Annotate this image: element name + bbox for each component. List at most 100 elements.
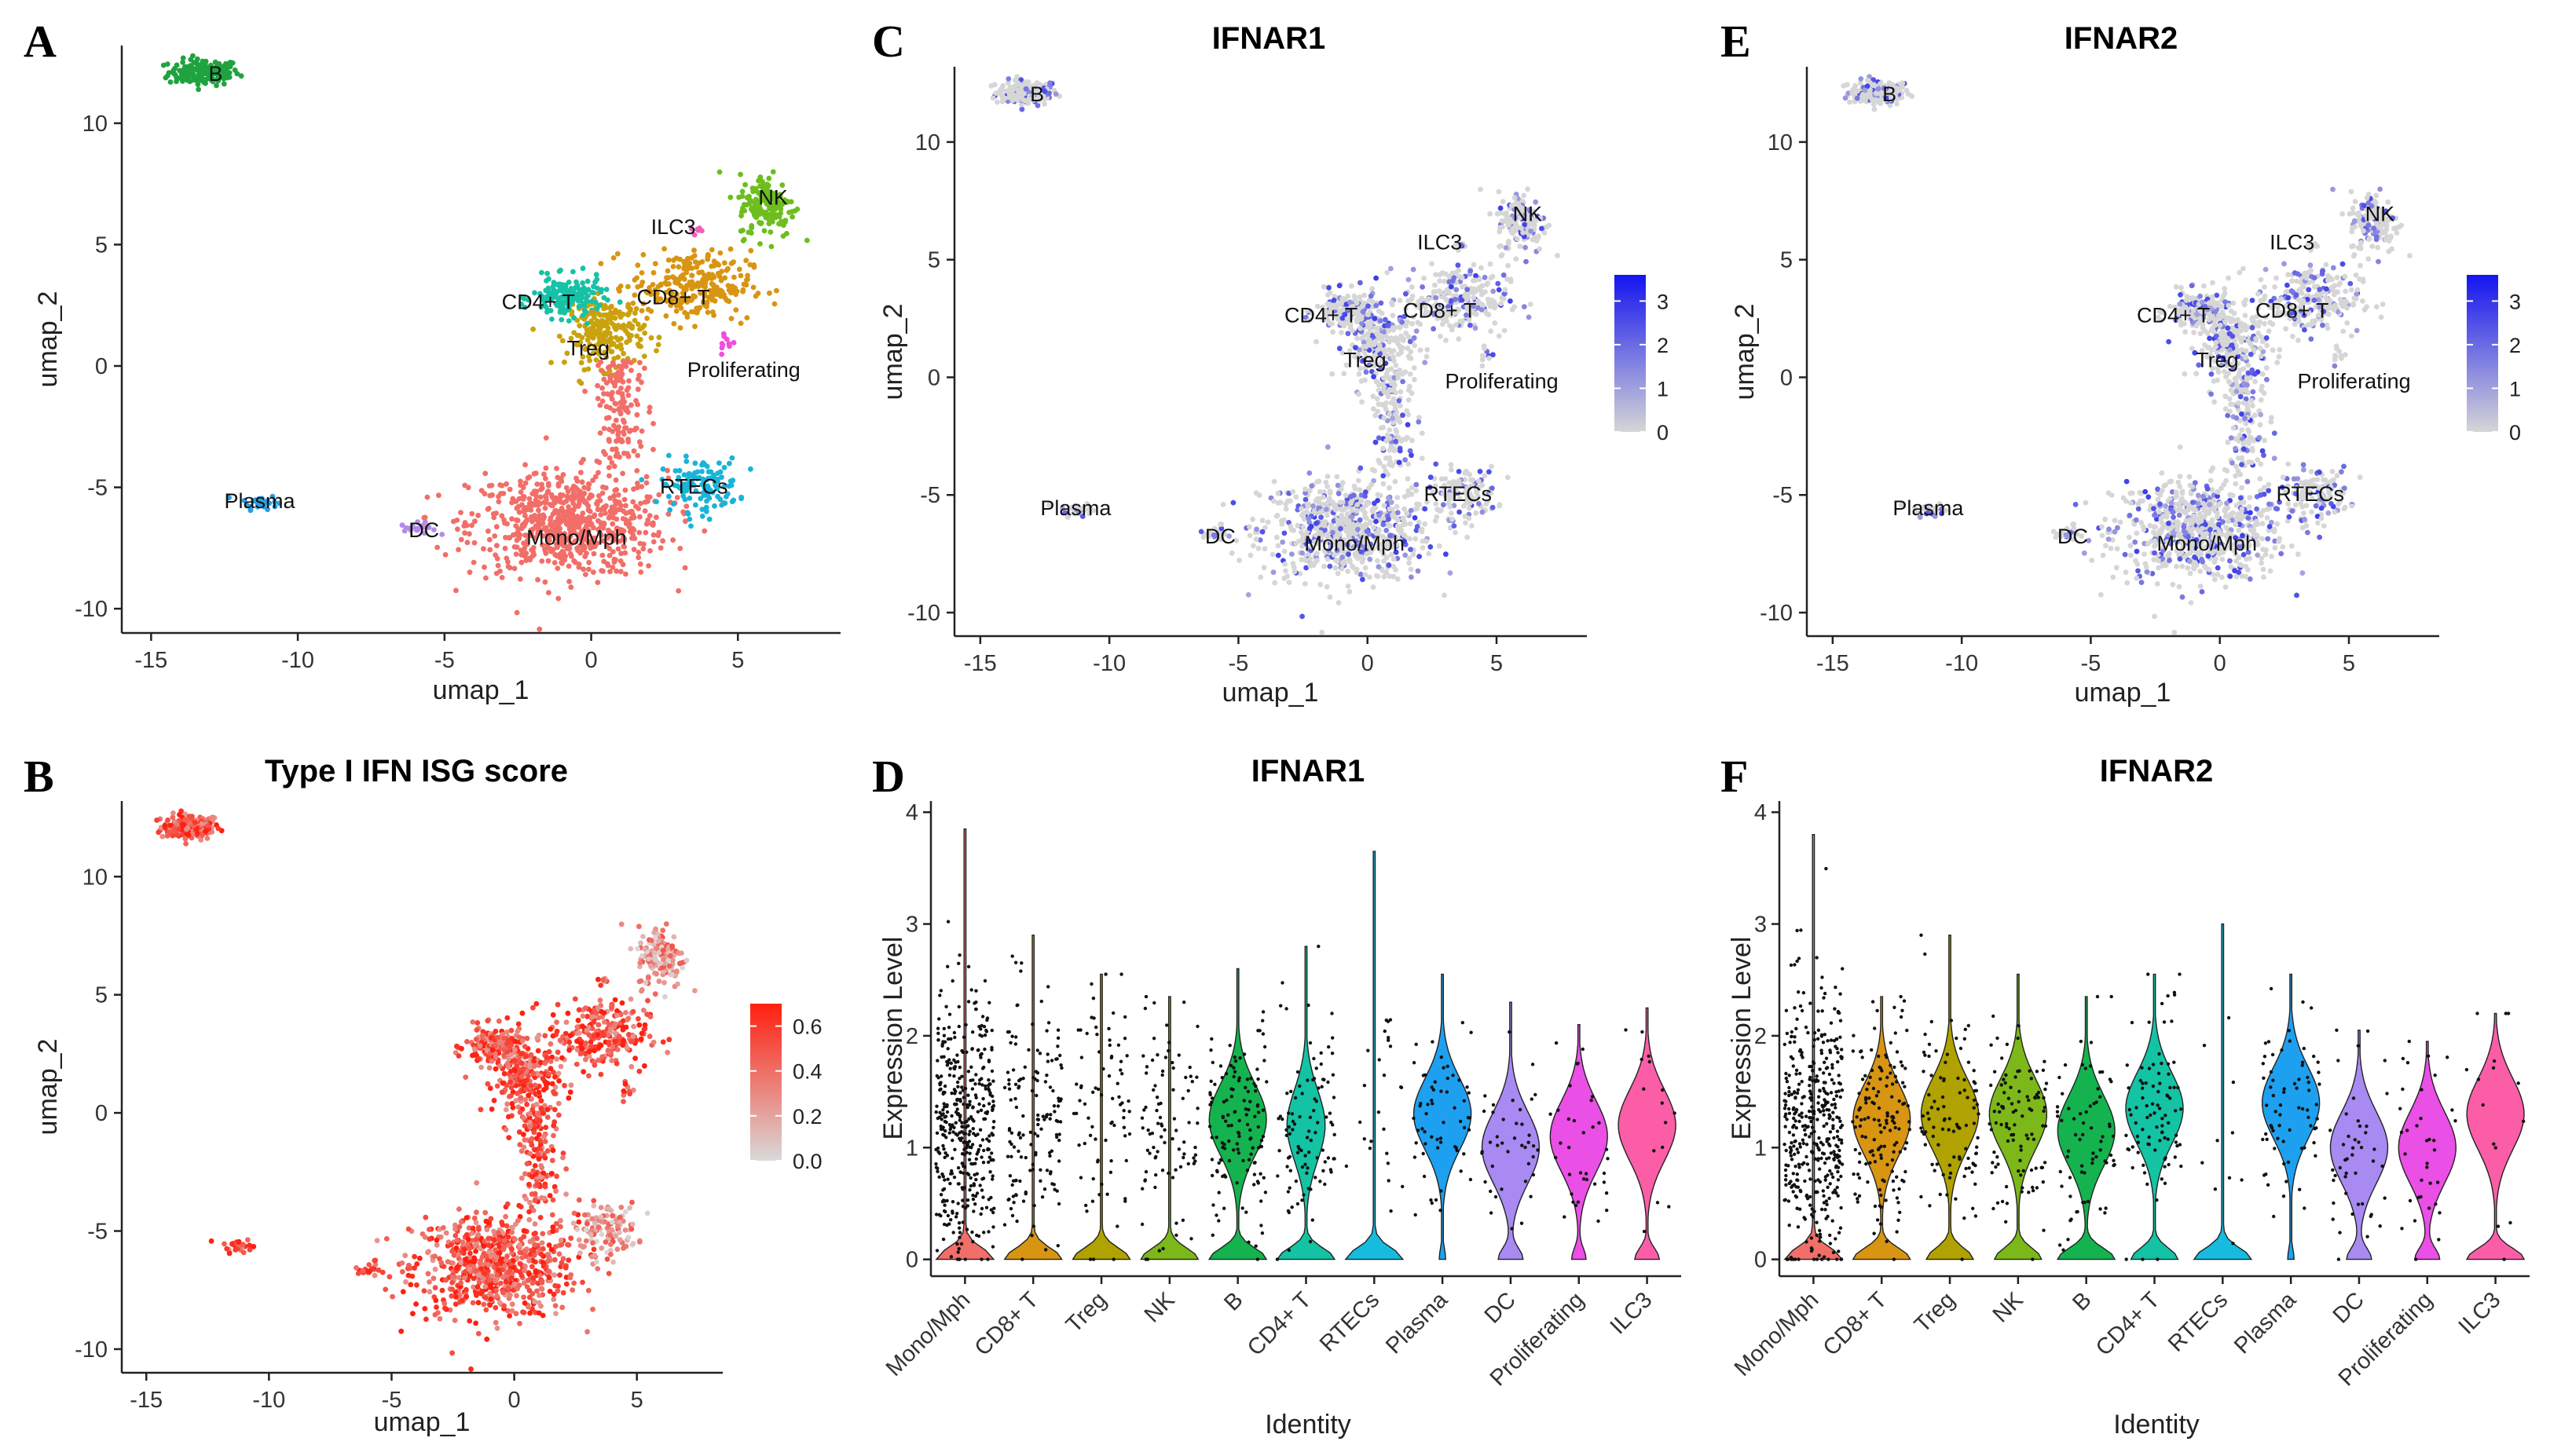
umap-a-point: [550, 284, 556, 290]
umap-a-point: [714, 284, 720, 291]
umap-a-point: [607, 405, 614, 411]
umap-b-point: [606, 1039, 612, 1045]
umap-b-point: [162, 822, 168, 829]
umap-b-point: [563, 1166, 570, 1172]
umap-b-point: [563, 1191, 569, 1197]
umap-a-point: [683, 269, 690, 276]
umap-b-point: [630, 1033, 636, 1039]
umap-a-point: [725, 265, 731, 272]
umap-a-point: [595, 518, 601, 524]
umap-b-point: [625, 1235, 632, 1240]
umap-a-point: [486, 483, 493, 488]
umap-a-point: [585, 507, 592, 513]
umap-b-point: [501, 1303, 507, 1309]
umap-c-point: [1290, 488, 1296, 495]
umap-b-point: [619, 1000, 625, 1006]
umap-c-point: [1272, 580, 1278, 586]
umap-c-point: [1275, 543, 1281, 549]
umap-c-point: [1393, 515, 1399, 521]
umap-b-point: [586, 1032, 592, 1038]
umap-b-point: [539, 1278, 545, 1284]
umap-a-point: [407, 525, 413, 531]
umap-b-point: [643, 980, 649, 986]
umap-c-point: [1299, 557, 1305, 563]
umap-a-point: [265, 507, 270, 513]
umap-a-point: [493, 524, 500, 530]
umap-c-point: [1468, 523, 1475, 529]
umap-b-point: [544, 1107, 551, 1113]
umap-b-point: [584, 1027, 590, 1033]
umap-a-point: [580, 265, 586, 272]
umap-a-point: [495, 562, 501, 569]
umap-b-point: [608, 1242, 614, 1247]
umap-b-point: [651, 949, 658, 956]
umap-a-point: [621, 496, 628, 503]
umap-a-point: [592, 279, 598, 285]
umap-b-point: [544, 1055, 550, 1060]
umap-c-point: [1415, 568, 1421, 574]
umap-c-point: [1367, 556, 1373, 562]
umap-b-point: [481, 1270, 487, 1276]
umap-a-point: [635, 401, 640, 408]
umap-a-point: [705, 253, 711, 259]
umap-b-point: [598, 1071, 604, 1077]
umap-b-point: [553, 1220, 559, 1227]
umap-a-point: [585, 503, 592, 509]
umap-b-point: [517, 1320, 522, 1326]
umap-b-point: [661, 979, 667, 986]
umap-a-point: [421, 514, 427, 521]
umap-b-point: [548, 1026, 554, 1032]
umap-a-point: [585, 485, 592, 492]
umap-a-point: [539, 269, 544, 276]
umap-a-point: [482, 470, 489, 477]
umap-b-point: [543, 1082, 549, 1088]
umap-a-point: [543, 476, 548, 481]
umap-b-point: [470, 1019, 476, 1025]
umap-b-point: [584, 1227, 589, 1233]
umap-b-point: [507, 1292, 513, 1298]
umap-a-point: [621, 417, 626, 423]
umap-a-point: [513, 551, 519, 557]
umap-b-point: [663, 921, 669, 927]
umap-b-point: [469, 1230, 475, 1236]
umap-b-point: [588, 1231, 594, 1238]
umap-b-legend-label: 0.2: [793, 1105, 823, 1129]
umap-c-point: [1253, 490, 1259, 496]
umap-c-point: [1370, 584, 1376, 590]
umap-a-point: [530, 514, 536, 520]
umap-a-point: [632, 310, 638, 316]
umap-b-point: [500, 1290, 506, 1296]
umap-c-point: [1368, 481, 1375, 488]
panel-letter-b: B: [24, 751, 54, 802]
umap-b-point: [458, 1280, 463, 1286]
umap-a-point: [673, 308, 680, 314]
umap-a-point: [640, 546, 647, 552]
umap-b-point: [617, 1214, 623, 1220]
umap-c-point: [1247, 524, 1252, 530]
umap-a-ytick-label: -5: [87, 476, 108, 501]
umap-b-point: [467, 1246, 473, 1251]
umap-a-xtick-label: -5: [434, 648, 455, 673]
umap-b-point: [449, 1350, 455, 1356]
umap-b-point: [653, 957, 658, 963]
umap-a-point: [719, 502, 725, 508]
umap-b-point: [592, 1063, 598, 1068]
umap-a-point: [528, 503, 534, 509]
umap-b-point: [576, 1197, 582, 1203]
umap-b-point: [556, 1077, 562, 1084]
umap-b-point: [494, 1325, 500, 1331]
umap-a-point: [539, 481, 544, 488]
umap-b-point: [522, 1044, 528, 1049]
umap-b-point: [529, 1136, 535, 1142]
umap-b-point: [628, 946, 634, 952]
umap-a-point: [255, 503, 261, 510]
umap-a-point: [555, 474, 561, 481]
umap-b-point: [658, 960, 663, 966]
umap-b-point: [548, 1066, 554, 1072]
umap-b-point: [563, 1019, 570, 1025]
umap-a-point: [595, 396, 601, 401]
umap-c-point: [1265, 519, 1271, 525]
umap-a-point: [421, 530, 427, 536]
umap-c-point: [1307, 488, 1313, 494]
